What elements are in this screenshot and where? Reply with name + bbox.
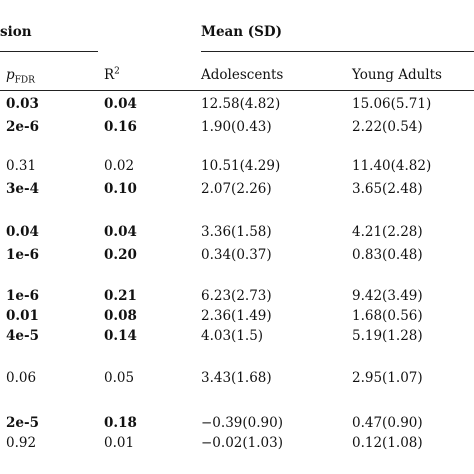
r2-superscript: 2: [114, 66, 120, 77]
p-fdr-subscript: FDR: [14, 75, 35, 86]
p-fdr-cell: 0.04: [6, 224, 39, 240]
young-adults-cell: 4.21(2.28): [352, 224, 423, 240]
r2-cell: 0.05: [104, 370, 135, 386]
p-fdr-cell: 4e-5: [6, 328, 39, 344]
p-fdr-cell: 0.31: [6, 158, 37, 174]
p-fdr-cell: 0.06: [6, 370, 37, 386]
p-fdr-cell: 0.92: [6, 435, 37, 451]
r2-cell: 0.08: [104, 308, 137, 324]
r2-cell: 0.01: [104, 435, 135, 451]
r2-cell: 0.04: [104, 224, 137, 240]
adolescents-cell: 2.07(2.26): [201, 181, 272, 197]
r2-cell: 0.21: [104, 288, 137, 304]
regression-group-header: sion: [0, 24, 32, 40]
young-adults-cell: 3.65(2.48): [352, 181, 423, 197]
mean-sd-group-rule: [201, 51, 474, 52]
r2-cell: 0.16: [104, 119, 137, 135]
young-adults-cell: 0.47(0.90): [352, 415, 423, 431]
regression-group-rule: [0, 51, 98, 52]
adolescents-cell: 10.51(4.29): [201, 158, 281, 174]
p-fdr-column-header: pFDR: [6, 67, 35, 86]
r2-cell: 0.10: [104, 181, 137, 197]
young-adults-cell: 11.40(4.82): [352, 158, 432, 174]
young-adults-cell: 0.83(0.48): [352, 247, 423, 263]
p-fdr-main: p: [6, 67, 15, 83]
p-fdr-cell: 0.01: [6, 308, 39, 324]
header-bottom-rule: [0, 90, 474, 91]
mean-sd-group-header: Mean (SD): [201, 24, 283, 40]
young-adults-cell: 0.12(1.08): [352, 435, 423, 451]
adolescents-cell: −0.02(1.03): [201, 435, 283, 451]
r2-cell: 0.20: [104, 247, 137, 263]
p-fdr-cell: 2e-6: [6, 119, 39, 135]
r2-cell: 0.18: [104, 415, 137, 431]
p-fdr-cell: 3e-4: [6, 181, 39, 197]
adolescents-cell: 0.34(0.37): [201, 247, 272, 263]
r2-main: R: [104, 67, 115, 83]
p-fdr-cell: 2e-5: [6, 415, 39, 431]
adolescents-cell: 1.90(0.43): [201, 119, 272, 135]
adolescents-cell: 3.36(1.58): [201, 224, 272, 240]
r2-cell: 0.02: [104, 158, 135, 174]
r2-cell: 0.14: [104, 328, 137, 344]
young-adults-cell: 1.68(0.56): [352, 308, 423, 324]
young-adults-column-header: Young Adults: [352, 67, 442, 83]
adolescents-cell: 6.23(2.73): [201, 288, 272, 304]
adolescents-cell: 3.43(1.68): [201, 370, 272, 386]
young-adults-cell: 2.22(0.54): [352, 119, 423, 135]
young-adults-cell: 2.95(1.07): [352, 370, 423, 386]
adolescents-cell: 2.36(1.49): [201, 308, 272, 324]
adolescents-cell: 12.58(4.82): [201, 96, 281, 112]
r2-cell: 0.04: [104, 96, 137, 112]
r2-column-header: R2: [104, 67, 120, 83]
young-adults-cell: 15.06(5.71): [352, 96, 432, 112]
adolescents-cell: −0.39(0.90): [201, 415, 283, 431]
p-fdr-cell: 1e-6: [6, 288, 39, 304]
p-fdr-cell: 0.03: [6, 96, 39, 112]
adolescents-column-header: Adolescents: [201, 67, 284, 83]
young-adults-cell: 5.19(1.28): [352, 328, 423, 344]
adolescents-cell: 4.03(1.5): [201, 328, 264, 344]
young-adults-cell: 9.42(3.49): [352, 288, 423, 304]
p-fdr-cell: 1e-6: [6, 247, 39, 263]
